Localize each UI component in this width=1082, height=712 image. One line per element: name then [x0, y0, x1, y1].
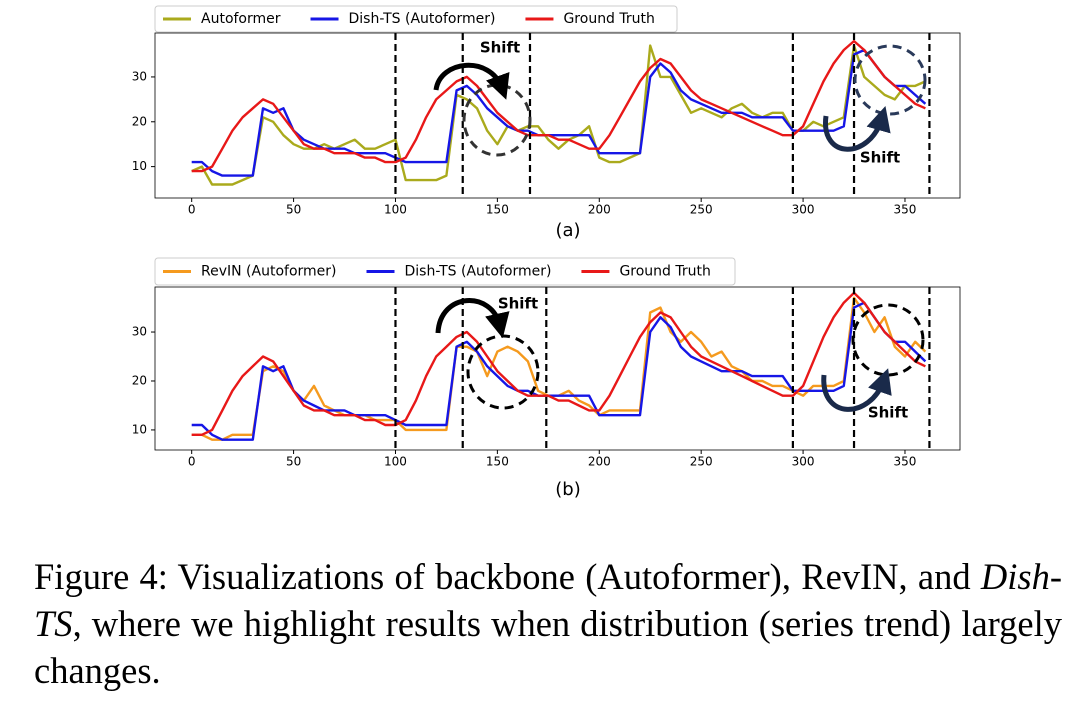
x-tick-label: 300	[792, 203, 815, 217]
y-tick-label: 10	[132, 159, 147, 173]
highlight-circle	[462, 83, 532, 157]
series-line	[191, 44, 926, 186]
legend-label: RevIN (Autoformer)	[201, 264, 337, 280]
caption: Figure 4: Visualizations of backbone (Au…	[34, 553, 1062, 694]
x-tick-label: 150	[486, 203, 509, 217]
panel-label: (a)	[555, 220, 580, 241]
annotation: Shift	[868, 404, 908, 422]
legend: RevIN (Autoformer) Dish-TS (Autoformer) Gr…	[154, 257, 736, 286]
y-tick-label: 20	[132, 373, 147, 387]
series-line	[191, 301, 927, 441]
y-tick-label: 20	[132, 114, 147, 128]
highlight-circle	[853, 44, 927, 116]
legend-label: Ground Truth	[619, 264, 710, 280]
plot-frame	[154, 32, 961, 199]
x-tick-label: 50	[286, 203, 301, 217]
series-line	[191, 39, 926, 173]
x-tick-label: 100	[384, 203, 407, 217]
y-tick-label: 10	[132, 422, 147, 436]
legend-label: Autoformer	[201, 11, 281, 27]
series-line	[191, 48, 927, 177]
legend-label: Ground Truth	[563, 11, 654, 27]
annotation: Shift	[480, 39, 520, 57]
series-line	[191, 296, 927, 441]
panel: 0 50 100 150 200 250 300 350 10 20 30 Shift Shift Rev…	[132, 257, 961, 500]
x-tick-label: 50	[286, 455, 301, 469]
shift-arrow	[435, 298, 510, 339]
caption-text: Dish-TS	[34, 556, 1062, 644]
x-tick-label: 100	[384, 455, 407, 469]
legend-box	[154, 5, 678, 33]
figure: 0 50 100 150 200 250 300 350102030ShiftShiftAut…	[132, 5, 961, 500]
series-line	[191, 291, 926, 436]
legend: Autoformer Dish-TS (Autoformer) Ground Tru…	[154, 5, 678, 33]
x-tick-label: 350	[894, 203, 917, 217]
shift-arrow	[821, 368, 892, 412]
x-tick-label: 200	[588, 455, 611, 469]
panel-label: (b)	[555, 479, 580, 500]
panel: 0 50 100 150 200 250 300 350 10 20 30 Shift Shift Aut…	[132, 5, 961, 241]
legend-box	[154, 257, 736, 286]
caption-text: , where we highlight results when distri…	[34, 603, 1062, 691]
highlight-circle	[466, 334, 540, 410]
shift-arrow	[433, 62, 510, 100]
y-tick-label: 30	[132, 325, 147, 339]
x-tick-label: 150	[486, 455, 509, 469]
plot-frame	[154, 286, 961, 451]
x-tick-label: 350	[894, 455, 917, 469]
x-tick-label: 250	[690, 455, 713, 469]
x-tick-label: 300	[792, 455, 815, 469]
annotation: Shift	[860, 149, 900, 167]
highlight-circle	[851, 303, 925, 377]
x-tick-label: 0	[188, 455, 196, 469]
shift-arrow	[823, 105, 891, 152]
x-tick-label: 0	[188, 203, 196, 217]
annotation: Shift	[498, 295, 538, 313]
x-tick-label: 250	[690, 203, 713, 217]
legend-label: Dish-TS (Autoformer)	[405, 264, 552, 280]
caption-text: Figure 4: Visualizations of backbone (Au…	[34, 556, 981, 597]
x-tick-label: 200	[588, 203, 611, 217]
legend-label: Dish-TS (Autoformer)	[349, 11, 496, 27]
y-tick-label: 30	[132, 69, 147, 83]
